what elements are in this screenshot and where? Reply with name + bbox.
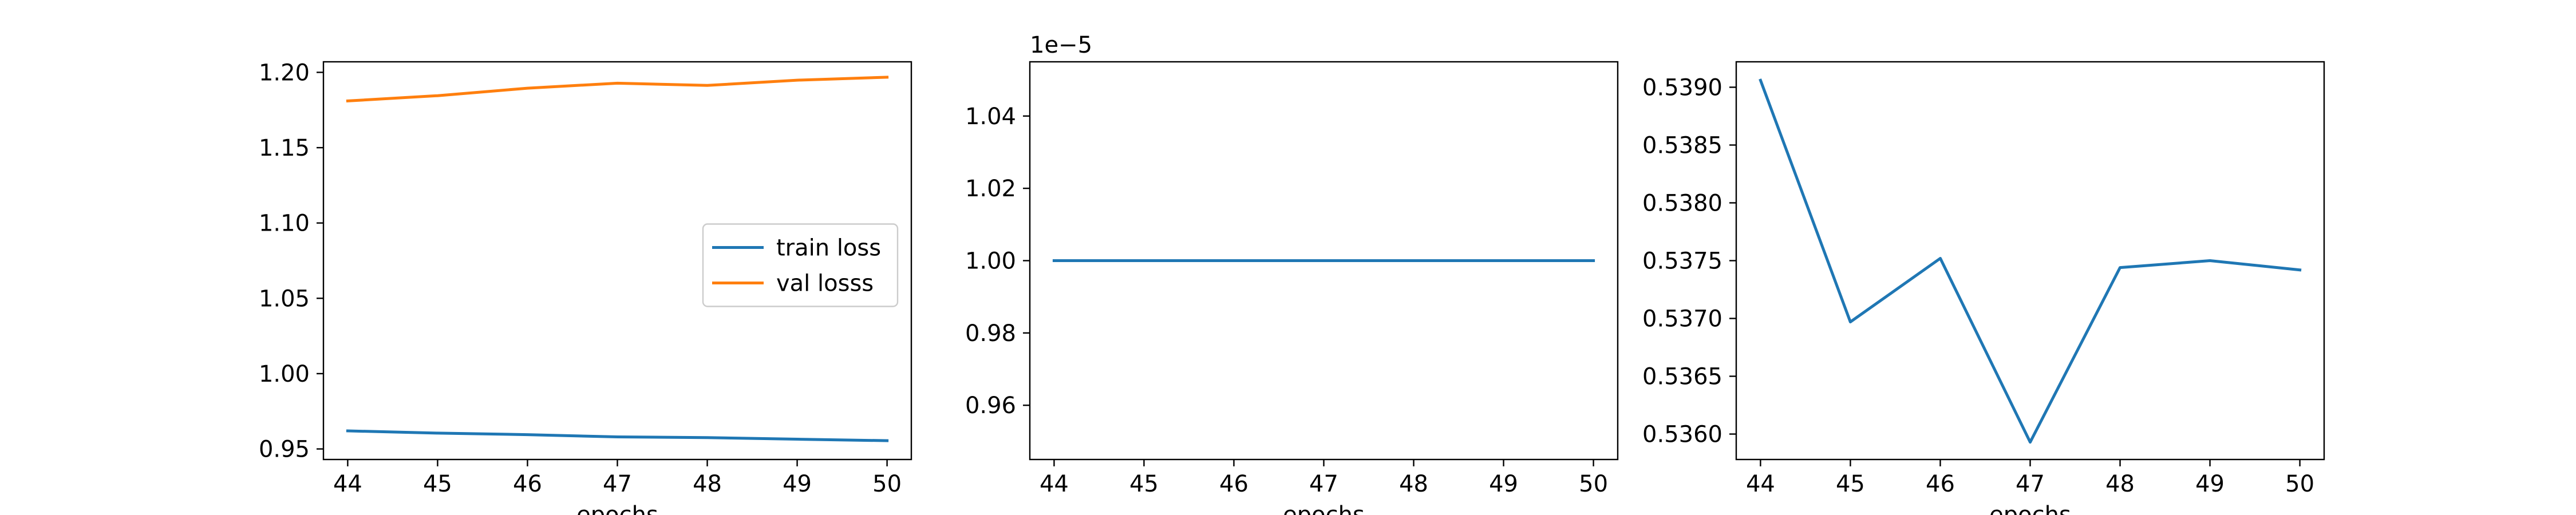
x-tick-label: 44 [1746,471,1775,497]
legend-label: val losss [776,271,874,297]
y-tick-label: 0.95 [259,437,310,463]
y-tick-label: 0.98 [965,320,1016,347]
chart-left-losses: 44 45 46 47 48 49 50 0.95 1.00 1.05 1.10 1.15 1.20 ep… [259,60,912,515]
y-tick-label: 0.5360 [1642,422,1722,448]
y-tick-label: 0.5390 [1642,74,1722,101]
x-axis-label: epochs [1283,502,1365,515]
y-tick-label: 0.5385 [1642,132,1722,159]
x-tick-label: 48 [2105,471,2135,497]
chart-right-metric: 44 45 46 47 48 49 50 0.5360 0.5365 0.5370 0.5375 0.… [1642,61,2325,515]
x-tick-label: 45 [1836,471,1865,497]
legend-label: train loss [776,235,881,262]
x-tick-label: 49 [1489,471,1518,497]
y-tick-label: 1.00 [259,361,310,387]
x-tick-label: 47 [603,471,632,497]
y-tick-label: 1.20 [259,60,310,86]
y-tick-label: 0.5365 [1642,364,1722,390]
chart-middle-learning-rate: 44 45 46 47 48 49 50 0.96 0.98 1.00 1.02 1.04 epochs… [965,32,1619,515]
series-line-2 [346,76,889,103]
x-tick-label: 47 [1309,471,1338,497]
y-tick-label: 1.00 [965,248,1016,275]
axis-offset-text: 1e−5 [1030,32,1092,58]
y-tick-label: 0.5370 [1642,306,1722,332]
x-tick-label: 48 [693,471,722,497]
y-tick-label: 1.15 [259,135,310,161]
legend-box [702,223,899,307]
series-line-1 [346,429,889,442]
x-tick-label: 44 [333,471,362,497]
x-tick-label: 50 [1579,471,1608,497]
x-tick-label: 50 [2285,471,2314,497]
y-tick-label: 1.05 [259,286,310,312]
x-tick-label: 50 [872,471,902,497]
x-tick-label: 44 [1040,471,1069,497]
x-tick-label: 45 [423,471,452,497]
y-tick-label: 0.5380 [1642,190,1722,216]
x-tick-label: 46 [1219,471,1249,497]
x-tick-label: 48 [1399,471,1428,497]
x-tick-label: 46 [513,471,542,497]
x-tick-label: 46 [1926,471,1955,497]
series-line-1 [1759,78,2302,444]
x-tick-label: 45 [1129,471,1159,497]
y-tick-label: 1.04 [965,104,1016,130]
y-tick-label: 0.96 [965,393,1016,419]
x-axis-label: epochs [576,502,658,515]
x-tick-label: 49 [2195,471,2225,497]
y-tick-label: 0.5375 [1642,248,1722,275]
legend: train loss val losss [702,223,899,307]
x-tick-label: 47 [2016,471,2045,497]
y-tick-label: 1.10 [259,211,310,237]
x-axis-label: epochs [1989,502,2071,515]
y-tick-label: 1.02 [965,176,1016,202]
x-tick-label: 49 [783,471,812,497]
